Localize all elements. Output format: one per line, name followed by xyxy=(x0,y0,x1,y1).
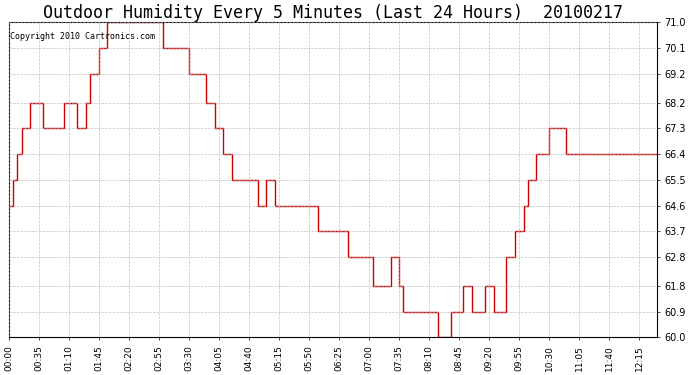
Text: Copyright 2010 Cartronics.com: Copyright 2010 Cartronics.com xyxy=(10,32,155,41)
Title: Outdoor Humidity Every 5 Minutes (Last 24 Hours)  20100217: Outdoor Humidity Every 5 Minutes (Last 2… xyxy=(43,4,622,22)
